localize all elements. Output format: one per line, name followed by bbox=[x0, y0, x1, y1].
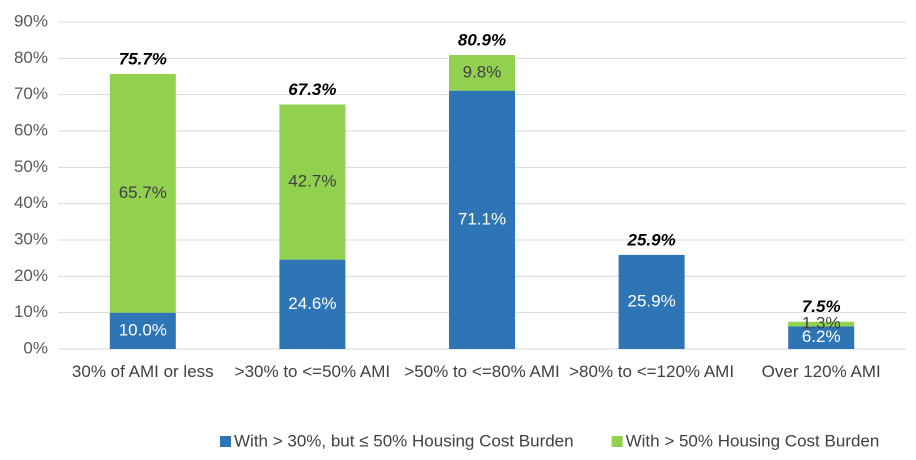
bar-segment bbox=[279, 104, 346, 260]
y-tick-label: 0% bbox=[23, 338, 48, 357]
y-tick-label: 80% bbox=[14, 48, 48, 67]
value-label: 9.8% bbox=[463, 62, 502, 81]
bar-segment bbox=[449, 55, 515, 91]
value-label: 65.7% bbox=[119, 183, 167, 202]
bar-segment bbox=[449, 90, 515, 350]
y-tick-label: 60% bbox=[14, 120, 48, 139]
total-label: 75.7% bbox=[119, 49, 167, 68]
value-label: 10.0% bbox=[119, 320, 167, 339]
total-label: 25.9% bbox=[626, 230, 675, 249]
bar-segment bbox=[279, 259, 346, 349]
x-tick-label: Over 120% AMI bbox=[761, 362, 881, 381]
bar-segment bbox=[109, 312, 176, 349]
y-tick-label: 10% bbox=[14, 302, 48, 321]
x-tick-label: >50% to <=80% AMI bbox=[404, 362, 560, 381]
x-tick-label: >80% to <=120% AMI bbox=[569, 362, 735, 381]
value-label: 42.7% bbox=[288, 172, 336, 191]
bar-segment bbox=[618, 254, 685, 349]
y-tick-label: 20% bbox=[14, 266, 48, 285]
bar-segment bbox=[788, 326, 855, 349]
y-tick-label: 50% bbox=[14, 157, 48, 176]
legend-label: With > 50% Housing Cost Burden bbox=[626, 431, 880, 450]
y-tick-label: 90% bbox=[14, 11, 48, 30]
legend-label: With > 30%, but ≤ 50% Housing Cost Burde… bbox=[234, 431, 574, 450]
value-label: 71.1% bbox=[458, 209, 506, 228]
legend-swatch bbox=[611, 436, 623, 447]
legend-swatch bbox=[220, 436, 231, 447]
y-tick-label: 30% bbox=[14, 229, 48, 248]
value-label: 1.3% bbox=[802, 314, 841, 333]
total-label: 80.9% bbox=[458, 31, 506, 50]
value-label: 24.6% bbox=[288, 294, 336, 313]
value-label: 25.9% bbox=[627, 291, 675, 310]
bar-segment bbox=[788, 321, 855, 327]
total-label: 7.5% bbox=[802, 297, 841, 316]
value-label: 6.2% bbox=[802, 327, 841, 346]
y-tick-label: 40% bbox=[14, 193, 48, 212]
bar-segment bbox=[109, 73, 176, 313]
x-tick-label: 30% of AMI or less bbox=[71, 362, 214, 381]
y-tick-label: 70% bbox=[14, 84, 48, 103]
total-label: 67.3% bbox=[288, 80, 336, 99]
x-tick-label: >30% to <=50% AMI bbox=[234, 362, 391, 381]
